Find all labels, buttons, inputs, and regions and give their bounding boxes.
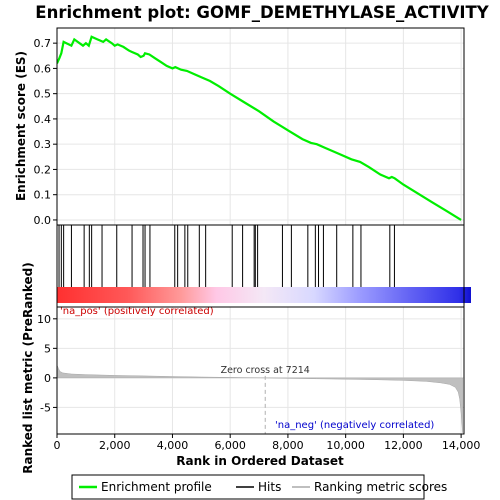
x-tick-label: 2,000 [99, 439, 131, 452]
legend-box [71, 474, 425, 500]
es-tick-label: 0.6 [34, 62, 52, 75]
x-axis-label: Rank in Ordered Dataset [176, 454, 344, 468]
es-tick-label: 0.7 [34, 37, 52, 50]
negative-correlation-label: 'na_neg' (negatively correlated) [275, 420, 434, 431]
x-tick-label: 4,000 [157, 439, 189, 452]
zero-cross-label: Zero cross at 7214 [221, 365, 310, 376]
x-tick-label: 12,000 [384, 439, 423, 452]
metric-plot-frame [56, 306, 465, 435]
x-tick-label: 6,000 [214, 439, 246, 452]
x-tick-label: 10,000 [326, 439, 365, 452]
positive-correlation-label: 'na_pos' (positively correlated) [60, 306, 214, 317]
es-panel: 0.0 0.1 0.2 0.3 0.4 0.5 0.6 0.7 Enrichment scor… [14, 27, 465, 227]
hits-panel [56, 224, 471, 308]
es-tick-label: 0.5 [34, 88, 52, 101]
es-axis-ticks: 0.0 0.1 0.2 0.3 0.4 0.5 0.6 0.7 [34, 37, 57, 227]
x-tick-label: 0 [54, 439, 61, 452]
es-tick-label: 0.0 [34, 214, 52, 227]
x-tick-label: 8,000 [272, 439, 304, 452]
es-axis-label: Enrichment score (ES) [14, 51, 28, 201]
enrichment-profile-line [57, 35, 462, 221]
legend-label-hits: Hits [258, 480, 281, 494]
metric-tick-label: 0 [44, 372, 51, 385]
ranking-metric-area [56, 364, 463, 433]
hit-markers [58, 225, 395, 287]
legend-label-enrichment: Enrichment profile [101, 480, 212, 494]
es-tick-label: 0.2 [34, 163, 52, 176]
metric-tick-label: 10 [37, 313, 51, 326]
legend-label-metric: Ranking metric scores [314, 480, 447, 494]
metric-axis-ticks: 10 5 0 -5 [37, 313, 57, 414]
metric-tick-label: -5 [40, 401, 51, 414]
metric-panel: 'na_pos' (positively correlated) Zero cr… [21, 262, 465, 474]
es-tick-label: 0.4 [34, 113, 52, 126]
x-axis-ticks: 0 2,000 4,000 6,000 8,000 10,000 12,000 14,000 [54, 434, 481, 452]
legend: Enrichment profile Hits Ranking metric s… [71, 474, 447, 500]
metric-axis-label: Ranked list metric (PreRanked) [21, 262, 35, 474]
es-tick-label: 0.1 [34, 189, 52, 202]
metric-plot-background [57, 307, 464, 434]
ranked-heat-bar [57, 287, 471, 303]
chart-title: Enrichment plot: GOMF_DEMETHYLASE_ACTIVI… [35, 3, 489, 22]
x-tick-label: 14,000 [442, 439, 481, 452]
es-tick-label: 0.3 [34, 138, 52, 151]
es-plot-background [57, 28, 464, 225]
metric-tick-label: 5 [44, 342, 51, 355]
